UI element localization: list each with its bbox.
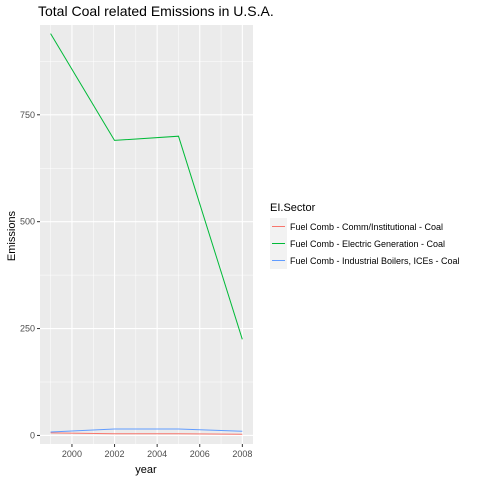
x-tick-label: 2004	[147, 449, 167, 459]
plot-panel	[40, 25, 253, 444]
legend-label: Fuel Comb - Comm/Institutional - Coal	[290, 222, 443, 232]
x-tick-label: 2008	[232, 449, 252, 459]
legend-label: Fuel Comb - Electric Generation - Coal	[290, 239, 445, 249]
y-axis-ticks: 0 250 500 750	[20, 110, 40, 440]
series-lines	[50, 33, 243, 435]
y-tick-label: 750	[20, 110, 35, 120]
x-axis-ticks: 2000 2002 2004 2006 2008	[62, 444, 252, 459]
legend-label: Fuel Comb - Industrial Boilers, ICEs - C…	[290, 256, 460, 266]
x-axis-title: year	[135, 464, 157, 476]
x-tick-label: 2002	[105, 449, 125, 459]
series-line-3	[50, 428, 243, 433]
chart-title: Total Coal related Emissions in U.S.A.	[38, 3, 274, 19]
minor-gridlines	[40, 25, 253, 444]
y-tick-label: 250	[20, 324, 35, 334]
y-tick-label: 500	[20, 217, 35, 227]
series-line-2	[50, 33, 243, 340]
legend-items: Fuel Comb - Comm/Institutional - Coal Fue…	[270, 218, 460, 269]
x-tick-label: 2006	[190, 449, 210, 459]
major-gridlines	[40, 25, 253, 444]
x-tick-label: 2000	[62, 449, 82, 459]
legend-title: EI.Sector	[270, 202, 316, 214]
y-axis-title: Emissions	[6, 210, 18, 261]
series-line-1	[50, 432, 243, 435]
y-tick-label: 0	[30, 430, 35, 440]
legend: EI.Sector Fuel Comb - Comm/Institutional…	[270, 202, 460, 269]
